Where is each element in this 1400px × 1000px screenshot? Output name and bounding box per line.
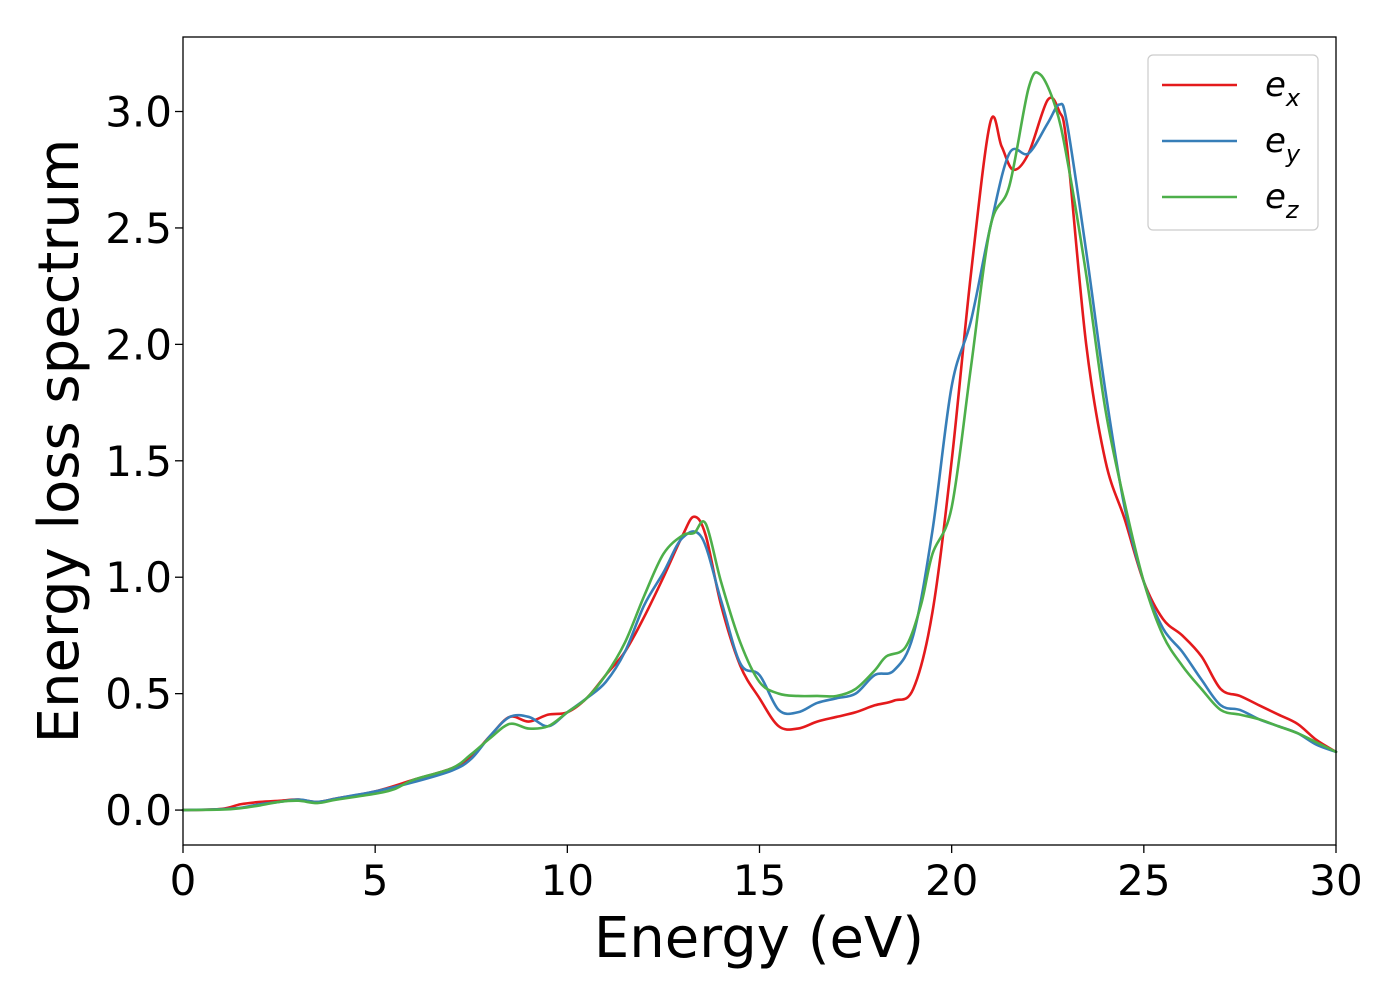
x-tick-label: 5 <box>362 856 389 905</box>
y-tick-label: 3.0 <box>105 88 172 137</box>
y-tick-label: 0.5 <box>105 670 172 719</box>
y-tick-label: 2.0 <box>105 320 172 369</box>
legend-entry-e-z: ez <box>1162 177 1300 224</box>
legend-label-base: e <box>1265 65 1286 105</box>
legend-label-base: e <box>1265 121 1286 161</box>
y-axis-title: Energy loss spectrum <box>27 139 92 744</box>
legend-label-base: e <box>1265 177 1286 217</box>
legend-entry-e-x: ex <box>1162 65 1301 112</box>
series-line-e-z <box>181 71 1338 812</box>
series-layer <box>181 71 1338 812</box>
y-tick-label: 1.5 <box>105 437 172 486</box>
legend-label-subscript: z <box>1285 196 1300 224</box>
y-tick-label: 2.5 <box>105 204 172 253</box>
x-tick-label: 15 <box>733 856 786 905</box>
legend-label-subscript: x <box>1285 84 1301 112</box>
legend-label-subscript: y <box>1285 140 1301 168</box>
y-axis: 0.0 0.5 1.0 1.5 2.0 2.5 3.0 <box>105 88 183 835</box>
x-tick-label: 30 <box>1309 856 1362 905</box>
y-tick-label: 0.0 <box>105 786 172 835</box>
x-tick-label: 25 <box>1117 856 1170 905</box>
y-tick-label: 1.0 <box>105 553 172 602</box>
x-axis-title: Energy (eV) <box>594 906 924 971</box>
legend-entry-e-y: ey <box>1162 121 1301 168</box>
legend-label: ex <box>1265 65 1301 112</box>
legend-label: ez <box>1265 177 1300 224</box>
legend-box <box>1147 54 1319 231</box>
x-tick-label: 10 <box>541 856 594 905</box>
x-tick-label: 20 <box>925 856 978 905</box>
x-axis: 0 5 10 15 20 25 30 <box>170 845 1363 905</box>
legend-label: ey <box>1265 121 1301 168</box>
x-tick-label: 0 <box>170 856 197 905</box>
